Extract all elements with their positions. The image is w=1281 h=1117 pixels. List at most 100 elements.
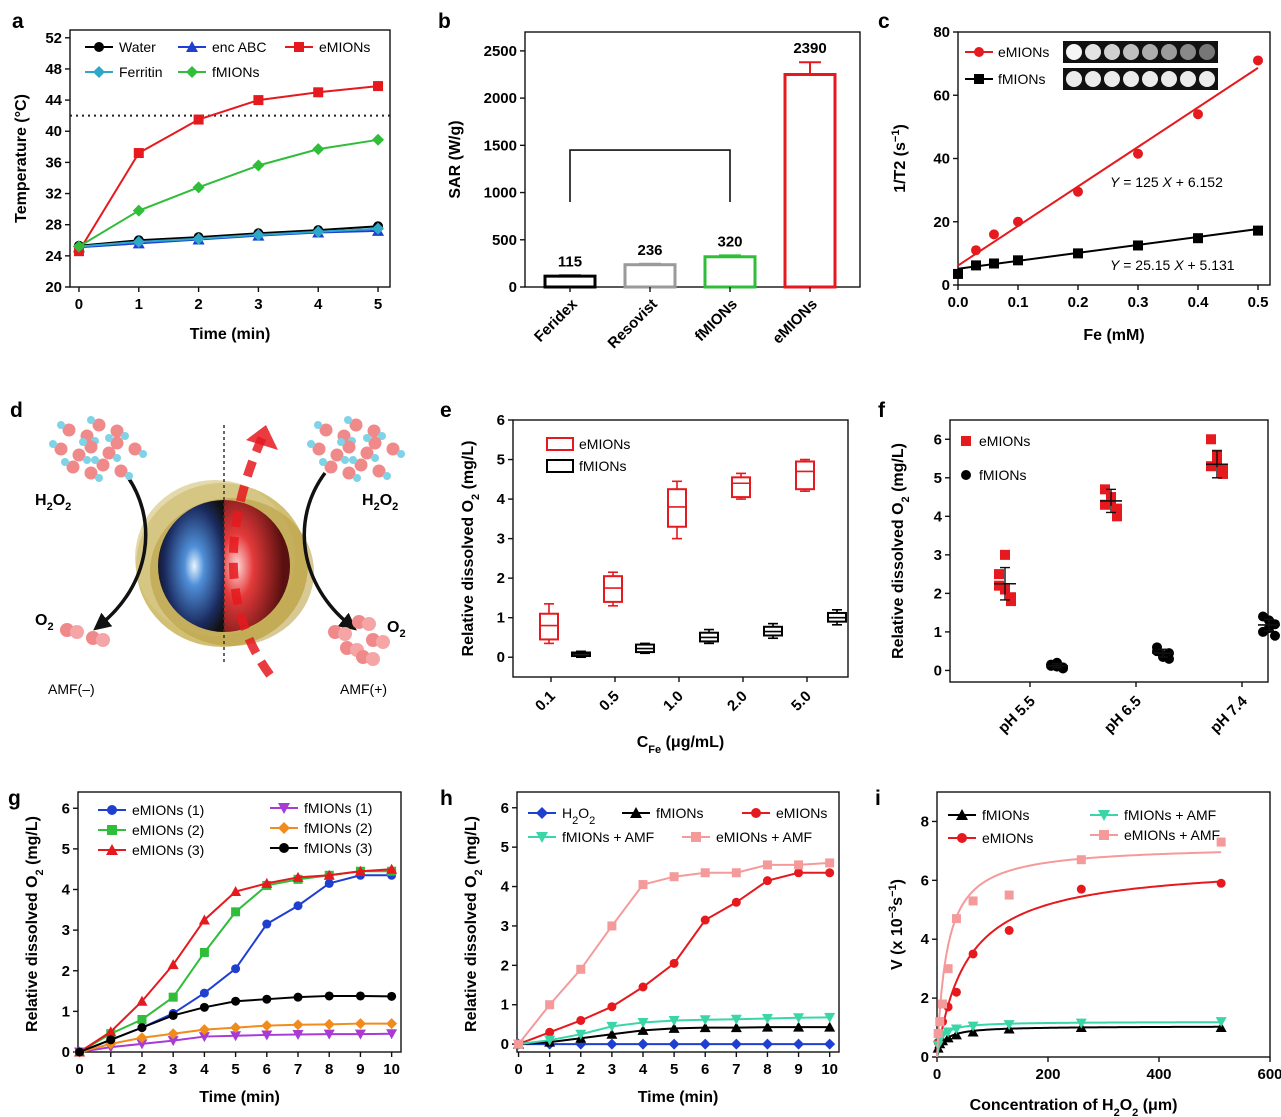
- chart-e-frame: [512, 419, 849, 678]
- chart-h-point: [576, 964, 586, 974]
- chart-g-point: [136, 1032, 148, 1044]
- chart-g-point: [262, 994, 272, 1004]
- chart-a-ytick-label: 40: [45, 123, 62, 140]
- chart-i-legend-marker: [1099, 830, 1109, 840]
- reaction-arrow-right: [302, 471, 357, 631]
- chart-g-point: [105, 1026, 117, 1037]
- chart-g-point: [323, 1018, 335, 1030]
- chart-i-frame: [936, 791, 1271, 1058]
- chart-f-legend-marker: [961, 470, 971, 480]
- chart-h-ytick-label: 3: [501, 918, 509, 935]
- chart-i-point: [1216, 878, 1226, 888]
- chart-h-xtick-label: 7: [732, 1061, 740, 1078]
- chart-g-point: [230, 1022, 242, 1034]
- chart-i-legend-label: eMIONs + AMF: [1124, 827, 1220, 843]
- chart-h-xtick-label: 3: [608, 1061, 616, 1078]
- chart-e-box: [603, 575, 623, 603]
- chart-c-point: [989, 229, 999, 240]
- chart-g-ytick-label: 1: [62, 1003, 70, 1020]
- chart-e-xtick-label: 0.5: [596, 688, 623, 715]
- chart-a-xtick-label: 2: [194, 296, 202, 313]
- oxygen-atom: [349, 418, 363, 432]
- o2-label-left: O2: [35, 612, 54, 633]
- chart-g-point: [261, 877, 273, 888]
- chart-c-xtick-label: 0.4: [1188, 294, 1210, 311]
- oxygen-atom: [96, 633, 110, 647]
- chart-h-legend-label: fMIONs: [656, 805, 703, 821]
- chart-h-legend-label: eMIONs: [776, 805, 827, 821]
- hydrogen-atom: [363, 434, 371, 442]
- chart-h-point: [545, 1000, 555, 1010]
- chart-g-frame: [77, 791, 402, 1053]
- chart-i-point: [1003, 1020, 1015, 1031]
- chart-b-bar: [703, 255, 757, 289]
- chart-h-point: [825, 858, 835, 868]
- chart-h-point: [700, 915, 710, 925]
- chart-c-xtick-label: 0.2: [1068, 294, 1089, 311]
- chart-a-xtick-label: 3: [254, 296, 262, 313]
- chart-f-point: [1000, 549, 1010, 560]
- chart-h-xtick-label: 6: [701, 1061, 709, 1078]
- chart-h-point: [730, 1038, 742, 1050]
- chart-g-point: [168, 1010, 178, 1020]
- chart-g-point: [262, 919, 272, 929]
- chart-g-point: [324, 991, 334, 1001]
- chart-g-xtick-label: 2: [138, 1061, 146, 1078]
- chart-g-xtick-label: 8: [325, 1061, 333, 1078]
- oxygen-atom: [84, 466, 98, 480]
- chart-h-point: [761, 1021, 773, 1032]
- chart-c-point: [1253, 55, 1263, 66]
- chart-h-point: [700, 868, 710, 878]
- chart-g-point: [136, 1039, 148, 1050]
- chart-e-box: [731, 476, 751, 499]
- chart-c-point: [989, 258, 999, 269]
- chart-c-xlabel: Fe (mM): [1083, 327, 1144, 344]
- chart-a-legend-marker: [94, 42, 104, 52]
- chart-h-ytick-label: 0: [501, 1036, 509, 1053]
- oxygen-atom: [342, 466, 356, 480]
- chart-h-point: [824, 1038, 836, 1050]
- hydrogen-atom: [344, 416, 352, 424]
- chart-h-point: [606, 1038, 618, 1050]
- chart-f-point: [994, 569, 1004, 580]
- chart-g-point: [386, 1018, 398, 1030]
- chart-g-point: [167, 959, 179, 970]
- chart-i-point: [1216, 837, 1226, 847]
- chart-h-xtick-label: 9: [794, 1061, 802, 1078]
- chart-f-point: [1206, 434, 1216, 445]
- chart-i-ytick-label: 4: [921, 931, 930, 948]
- chart-g-point: [323, 1029, 335, 1040]
- chart-c-mri-strip: [1063, 68, 1218, 90]
- chart-c-legend-label: fMIONs: [998, 71, 1045, 87]
- chart-f-point: [1164, 653, 1174, 664]
- chart-c-point: [1193, 233, 1203, 244]
- chart-h-point: [606, 1028, 618, 1039]
- chart-h-point: [576, 1015, 586, 1025]
- chart-h-point: [699, 1015, 711, 1026]
- chart-h-xtick-label: 8: [763, 1061, 771, 1078]
- chart-e-xtick-label: 0.1: [532, 688, 559, 715]
- chart-a-point: [372, 222, 385, 235]
- hydrogen-atom: [83, 456, 91, 464]
- chart-f: 0 1 2 3 4 5 6 pH 5.5 pH 6.5 pH 7.4 eMIONs fMIONs Rel…: [890, 419, 1280, 737]
- oxygen-atom: [62, 423, 76, 437]
- chart-c-mri-well: [1123, 71, 1139, 87]
- chart-b-value-label: 115: [558, 253, 582, 270]
- oxygen-atom: [368, 436, 382, 450]
- chart-e-xtick-label: 5.0: [788, 688, 815, 715]
- chart-a-legend-marker: [294, 42, 304, 52]
- o2-label-right: O2: [387, 619, 406, 640]
- chart-g-point: [292, 871, 304, 882]
- hydrogen-atom: [383, 472, 391, 480]
- chart-h-point: [606, 1021, 618, 1032]
- chart-b-ytick-label: 2500: [484, 43, 517, 60]
- chart-g-point: [167, 1036, 179, 1047]
- chart-e-ylabel: Relative dissolved O2 (mg/L): [460, 441, 482, 657]
- chart-c-point: [953, 268, 963, 279]
- chart-a-legend-label: fMIONs: [212, 64, 259, 80]
- chart-f-point: [994, 580, 1004, 591]
- oxygen-atom: [114, 464, 128, 478]
- hydrogen-atom: [91, 456, 99, 464]
- chart-i-point: [1004, 925, 1014, 935]
- chart-c-fit-equation: Y = 25.15 X + 5.131: [1110, 257, 1235, 273]
